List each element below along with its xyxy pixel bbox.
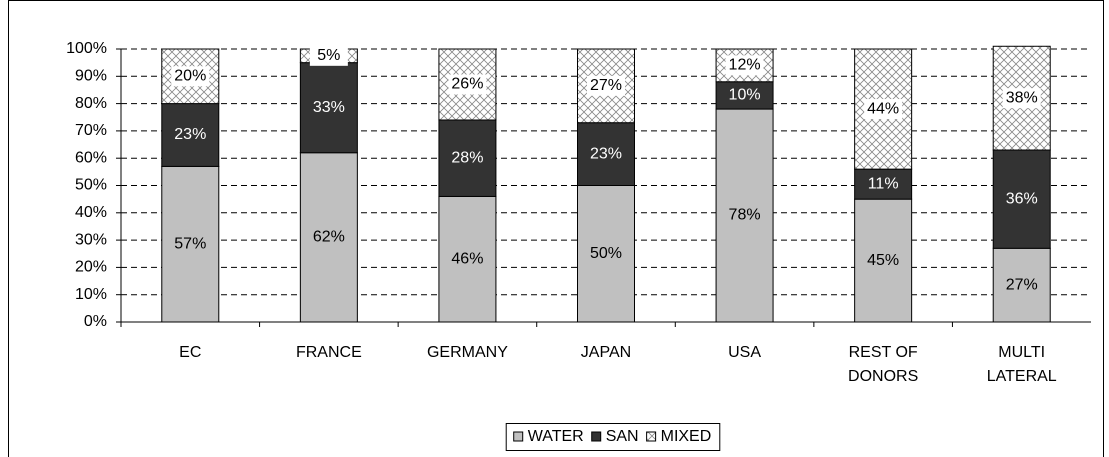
- legend-swatch: [646, 431, 657, 442]
- y-tick-label: 80%: [75, 95, 107, 112]
- data-label: 27%: [590, 77, 622, 94]
- legend-swatch: [591, 431, 602, 442]
- bar-segment: [992, 247, 1051, 323]
- x-tick-label: GERMANY: [427, 344, 508, 361]
- legend-label: SAN: [606, 428, 639, 445]
- data-label: 38%: [1006, 89, 1038, 106]
- data-label: 5%: [317, 47, 340, 64]
- bar-segment: [299, 152, 358, 323]
- label-bg: [587, 75, 625, 96]
- data-label: 28%: [451, 149, 483, 166]
- bar-segment: [438, 119, 497, 197]
- y-tick-label: 0%: [84, 313, 107, 330]
- y-tick-label: 100%: [66, 40, 107, 57]
- x-tick-label: MULTI LATERAL: [987, 344, 1057, 385]
- data-label: 44%: [867, 100, 899, 117]
- data-label: 62%: [313, 229, 345, 246]
- bar-segment: [715, 81, 774, 110]
- data-label: 20%: [174, 68, 206, 85]
- bar-segment: [161, 103, 220, 167]
- data-label: 26%: [451, 76, 483, 93]
- bar-segment: [438, 195, 497, 323]
- y-tick-label: 20%: [75, 259, 107, 276]
- legend-swatch: [513, 431, 524, 442]
- y-tick-label: 40%: [75, 204, 107, 221]
- data-label: 27%: [1006, 276, 1038, 293]
- data-label: 46%: [451, 250, 483, 267]
- label-bg: [309, 45, 348, 66]
- data-label: 36%: [1006, 190, 1038, 207]
- legend-box: [505, 423, 721, 451]
- data-label: 12%: [729, 57, 761, 74]
- bar-segment: [854, 168, 913, 200]
- data-label: 50%: [590, 245, 622, 262]
- legend-label: WATER: [528, 428, 584, 445]
- data-label: 10%: [729, 87, 761, 104]
- data-label: 78%: [729, 207, 761, 224]
- bar-segment: [299, 62, 358, 154]
- legend: WATER SAN MIXED: [505, 423, 721, 451]
- data-label: 57%: [174, 235, 206, 252]
- label-bg: [725, 55, 764, 76]
- y-tick-label: 60%: [75, 149, 107, 166]
- y-tick-label: 90%: [75, 68, 107, 85]
- x-tick-label: USA: [728, 344, 761, 361]
- label-bg: [864, 99, 903, 120]
- data-label: 23%: [590, 145, 622, 162]
- data-label: 45%: [867, 252, 899, 269]
- bar-segment: [715, 108, 774, 323]
- y-tick-label: 70%: [75, 122, 107, 139]
- data-label: 11%: [868, 175, 899, 192]
- y-tick-label: 10%: [75, 286, 107, 303]
- bar-segment: [161, 165, 220, 323]
- x-tick-label: FRANCE: [296, 344, 362, 361]
- bar-segment: [854, 198, 913, 323]
- x-tick-label: JAPAN: [581, 344, 631, 361]
- bar-segment: [577, 122, 635, 186]
- x-tick-label: EC: [179, 344, 201, 361]
- label-bg: [1002, 88, 1041, 109]
- label-bg: [171, 66, 210, 87]
- legend-label: MIXED: [661, 428, 712, 445]
- data-label: 33%: [313, 99, 345, 116]
- y-tick-label: 30%: [75, 231, 107, 248]
- data-label: 23%: [174, 126, 206, 143]
- label-bg: [448, 74, 487, 95]
- frame: [8, 0, 1104, 457]
- y-tick-label: 50%: [75, 177, 107, 194]
- x-tick-label: REST OF DONORS: [848, 344, 918, 385]
